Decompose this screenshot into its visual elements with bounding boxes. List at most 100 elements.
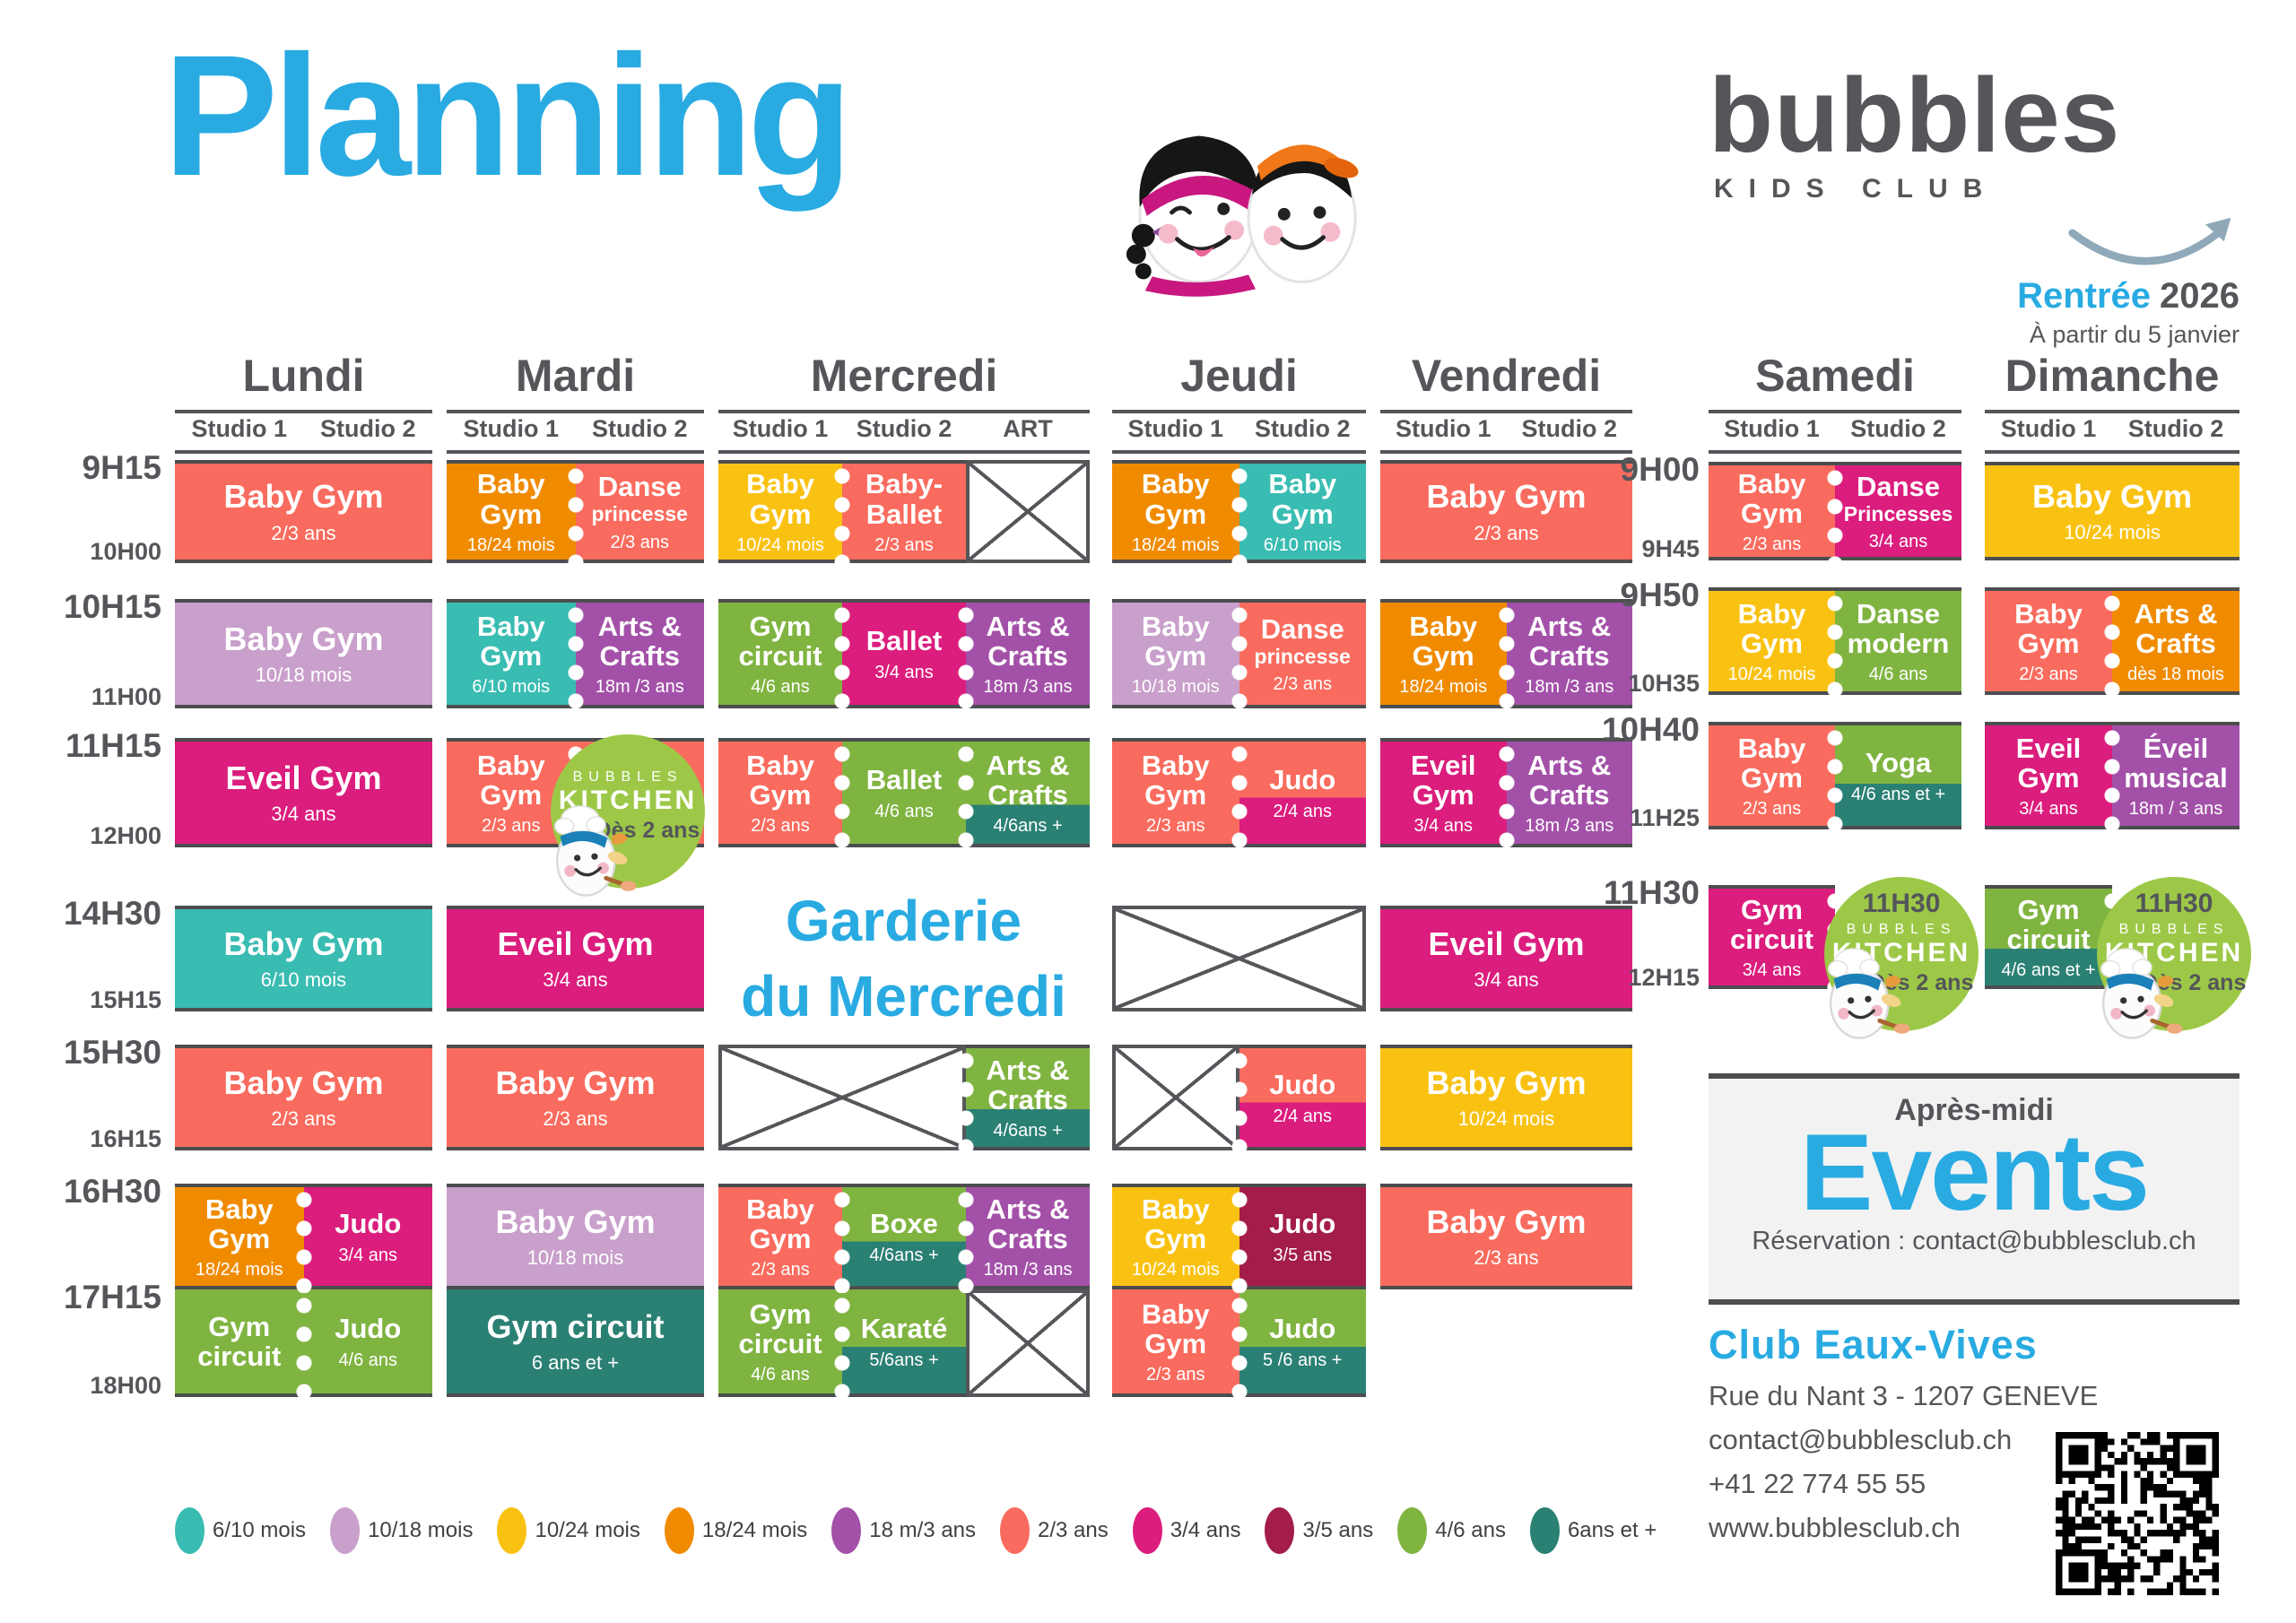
legend-item: 18/24 mois — [664, 1507, 807, 1554]
cell-vendredi-r4-c0: Baby Gym 10/24 mois — [1380, 1045, 1632, 1150]
legend-label: 2/3 ans — [1038, 1518, 1109, 1542]
cell-age: 18/24 mois — [195, 1260, 283, 1280]
cell-vendredi-r0-c0: Baby Gym 2/3 ans — [1380, 460, 1632, 563]
cell-title: Baby Gym — [223, 478, 384, 516]
time-label-end: 11H00 — [91, 683, 161, 710]
cell-age: 4/6 ans — [751, 1365, 810, 1385]
header-rule — [1112, 410, 1366, 413]
cell-jeudi-r5-c1: Judo 3/5 ans — [1239, 1184, 1366, 1289]
perforation-divider — [832, 1286, 852, 1401]
legend-swatch — [330, 1507, 361, 1554]
cell-title: Ballet — [865, 625, 943, 657]
cell-title: Baby Gym — [1737, 467, 1806, 529]
cell-age: 4/6ans + — [869, 1245, 939, 1265]
perforation-divider — [1825, 718, 1845, 833]
cell-age: 18/24 mois — [466, 534, 555, 555]
cell-lundi-r6-c1: Judo 4/6 ans — [303, 1289, 432, 1397]
cell-age: 3/4 ans — [543, 968, 608, 992]
cell-title: Gym circuit — [486, 1307, 665, 1345]
cell-jeudi-r1-c0: Baby Gym 10/18 mois — [1112, 599, 1239, 708]
cell-title: Baby Gym — [1141, 749, 1210, 811]
cell-dimanche-r3-c0: Gym circuit 4/6 ans et + — [1985, 885, 2112, 989]
cell-mardi-r5-c0: Baby Gym 10/18 mois — [447, 1184, 704, 1289]
legend-item: 6/10 mois — [175, 1507, 306, 1554]
legend-item: 10/18 mois — [330, 1507, 473, 1554]
day-header-dimanche: Dimanche — [2005, 351, 2220, 401]
cell-mercredi-r5-c0: Baby Gym 2/3 ans — [718, 1184, 842, 1289]
cell-age: 4/6ans + — [993, 816, 1063, 837]
cell-title: Boxe — [870, 1208, 938, 1240]
perforation-divider — [832, 595, 852, 712]
cell-title: Ballet — [865, 764, 943, 796]
cell-jeudi-r1-c1: Danse princesse 2/3 ans — [1239, 599, 1366, 708]
cell-title: Eveil Gym — [497, 924, 654, 962]
legend: 6/10 mois 10/18 mois 10/24 mois 18/24 mois 1… — [175, 1507, 1657, 1554]
cell-title: Baby Gym — [746, 468, 814, 530]
cell-vendredi-r3-c0: Eveil Gym 3/4 ans — [1380, 906, 1632, 1011]
cell-age: 4/6 ans — [1868, 664, 1928, 685]
legend-swatch — [1265, 1507, 1295, 1554]
time-label-end: 16H15 — [90, 1125, 161, 1152]
chef-egg-icon — [553, 804, 637, 897]
cell-title: Gym circuit — [1729, 893, 1814, 955]
kids-faces-graphic — [1126, 135, 1359, 297]
studio-label: Studio 2 — [320, 415, 416, 442]
legend-swatch — [664, 1507, 694, 1554]
contact-website: www.bubblesclub.ch — [1709, 1512, 1961, 1543]
cell-vendredi-r2-c0: Eveil Gym 3/4 ans — [1380, 738, 1507, 847]
cell-age: 5/6ans + — [869, 1350, 939, 1370]
cell-title: Baby Gym — [1737, 732, 1806, 794]
cell-jeudi-r0-c1: Baby Gym 6/10 mois — [1239, 460, 1366, 563]
rentree-note: À partir du 5 janvier — [2029, 321, 2239, 348]
cell-jeudi-r2-c0: Baby Gym 2/3 ans — [1112, 738, 1239, 847]
perforation-divider — [293, 1180, 314, 1293]
legend-item: 3/5 ans — [1265, 1507, 1373, 1554]
cell-title: Baby Gym — [1141, 610, 1210, 672]
cell-age: 3/4 ans — [1868, 532, 1928, 552]
perforation-divider — [1825, 458, 1845, 564]
garderie-note: Garderie du Mercredi — [713, 883, 1094, 1035]
cell-vendredi-r2-c1: Arts & Crafts 18m /3 ans — [1506, 738, 1632, 847]
cell-mercredi-r2-c0: Baby Gym 2/3 ans — [718, 738, 842, 847]
cell-samedi-r2-c0: Baby Gym 2/3 ans — [1709, 722, 1835, 829]
time-label-end: 12H15 — [1628, 964, 1700, 991]
cell-age: 6/10 mois — [472, 677, 551, 698]
cell-age: 18m /3 ans — [1525, 816, 1614, 837]
header-rule — [175, 450, 432, 454]
header-rule — [1380, 410, 1632, 413]
cell-subtitle: princesse — [1254, 644, 1351, 668]
cell-age: 18m /3 ans — [595, 677, 684, 698]
badge-brand: BUBBLES — [1846, 922, 1957, 937]
cell-age: 2/3 ans — [271, 521, 336, 544]
perforation-divider — [1229, 1180, 1249, 1293]
cell-age: 18m / 3 ans — [2128, 799, 2223, 820]
cell-title: Judo — [335, 1313, 402, 1345]
cell-title: Yoga — [1865, 747, 1932, 779]
time-label-end: 18H00 — [90, 1372, 161, 1399]
studio-label: Studio 1 — [1127, 415, 1224, 442]
cell-title: Judo — [335, 1208, 402, 1240]
cross-cell-jeudi — [1112, 1045, 1239, 1150]
legend-item: 6ans et + — [1529, 1507, 1657, 1554]
cell-title: Judo — [1269, 1313, 1336, 1345]
cell-dimanche-r1-c1: Arts & Crafts dès 18 mois — [2112, 587, 2239, 695]
cell-mardi-r3-c0: Eveil Gym 3/4 ans — [447, 906, 704, 1011]
cell-age: 6 ans et + — [531, 1351, 620, 1375]
cell-title: Baby Gym — [1426, 478, 1587, 516]
time-label-start: 10H40 — [1601, 711, 1700, 748]
perforation-divider — [293, 1286, 314, 1401]
cell-age: 4/6 ans — [751, 677, 810, 698]
time-label-start: 15H30 — [63, 1034, 161, 1071]
contact-phone: +41 22 774 55 55 — [1709, 1468, 1926, 1499]
perforation-divider — [832, 1180, 852, 1293]
studio-label: Studio 1 — [1396, 415, 1492, 442]
cell-age: 2/3 ans — [874, 534, 934, 555]
cell-mardi-r6-c0: Gym circuit 6 ans et + — [447, 1289, 704, 1397]
cell-lundi-r2-c0: Eveil Gym 3/4 ans — [175, 738, 432, 847]
studio-label: Studio 2 — [592, 415, 688, 442]
cell-title: Baby Gym — [1737, 597, 1806, 659]
time-label-start: 9H00 — [1620, 451, 1700, 488]
cell-jeudi-r4-c1: Judo 2/4 ans — [1239, 1045, 1366, 1150]
cell-age: 4/6 ans — [338, 1350, 398, 1370]
cell-title: Baby Gym — [204, 1193, 274, 1254]
